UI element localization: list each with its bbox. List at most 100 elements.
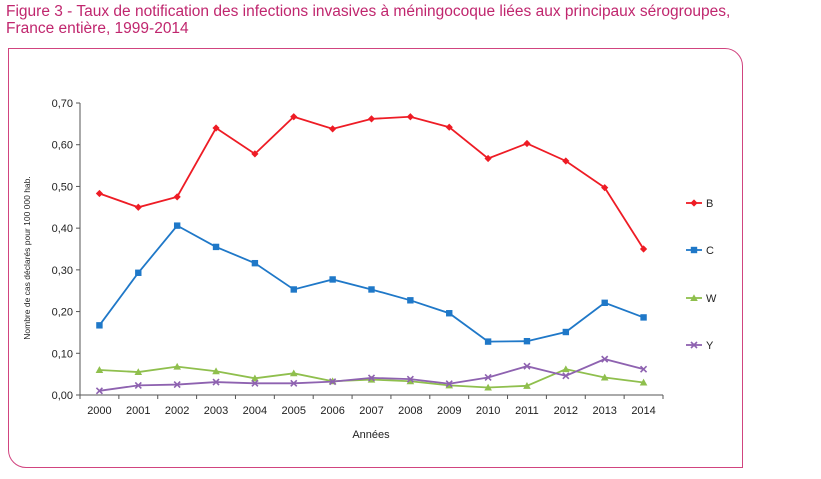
x-tick-label: 2008: [398, 405, 422, 417]
x-tick-label: 2012: [554, 405, 578, 417]
series-y-point: [640, 365, 648, 373]
series-b-point: [639, 245, 648, 253]
x-tick-label: 2006: [320, 405, 344, 417]
series-b-point: [406, 113, 414, 121]
series-y-point: [212, 378, 220, 386]
series-b-line: [99, 115, 645, 250]
y-tick-label: 0,60: [52, 140, 73, 152]
series-c-point: [562, 328, 570, 336]
legend-label-y: Y: [706, 340, 714, 352]
series-w-point: [289, 369, 298, 377]
x-axis-ticks: 2000 2001 2002 2003 2004 2005 2006 2007 2008 2009…: [79, 395, 664, 417]
series-b-point: [484, 154, 492, 163]
figure-title: Figure 3 - Taux de notification des infe…: [6, 3, 818, 37]
series-c-point: [523, 337, 531, 345]
y-tick-label: 0,20: [52, 307, 73, 319]
legend-item-w: W: [686, 293, 717, 305]
legend-item-y: Y: [686, 340, 714, 352]
series-c-point: [640, 314, 647, 321]
series-b-point: [562, 157, 570, 165]
legend-label-b: B: [706, 198, 713, 210]
y-tick-label: 0,00: [52, 390, 73, 402]
series-b-point: [251, 150, 259, 158]
legend: B C W Y: [686, 198, 717, 352]
series-b-point: [445, 123, 453, 131]
series-b-point: [601, 184, 609, 192]
series-c-point: [96, 322, 103, 329]
y-tick-label: 0,10: [52, 348, 73, 360]
x-tick-label: 2004: [243, 405, 267, 417]
series-b-point: [95, 189, 104, 198]
series-y-point: [290, 379, 298, 387]
legend-marker-c: [690, 246, 698, 254]
series-b-point: [212, 124, 220, 132]
series-group: [95, 113, 648, 395]
series-y-point: [367, 374, 376, 382]
series-y-point: [562, 372, 570, 380]
y-axis-label: Nombre de cas déclarés pour 100 000 hab.: [22, 176, 32, 340]
x-tick-label: 2010: [476, 405, 500, 417]
y-tick-label: 0,40: [52, 223, 73, 235]
y-tick-label: 0,30: [52, 265, 73, 277]
legend-item-c: C: [686, 245, 714, 257]
legend-marker-b: [690, 199, 698, 207]
x-tick-label: 2002: [165, 405, 189, 417]
x-tick-label: 2011: [515, 405, 539, 417]
series-y-point: [251, 379, 259, 387]
series-y-point: [173, 381, 181, 389]
series-w-point: [523, 382, 531, 389]
legend-label-w: W: [706, 293, 717, 305]
series-y-point: [406, 375, 414, 383]
series-y-point: [329, 378, 337, 386]
series-c-point: [601, 299, 608, 307]
series-y-point: [523, 362, 531, 370]
legend-marker-w: [690, 294, 698, 301]
figure-title-line-2: France entière, 1999-2014: [6, 20, 189, 37]
series-w-point: [173, 362, 181, 370]
series-w-point: [251, 374, 259, 382]
series-w-point: [562, 365, 570, 373]
series-b-point: [329, 125, 337, 133]
series-b-point: [134, 203, 142, 211]
y-tick-label: 0,70: [52, 98, 73, 110]
series-w-point: [639, 378, 648, 386]
x-tick-label: 2013: [592, 405, 616, 417]
x-tick-label: 2009: [437, 405, 461, 417]
figure-title-line-1: Figure 3 - Taux de notification des infe…: [6, 3, 731, 20]
series-w-point: [95, 366, 104, 373]
series-c-point: [290, 286, 297, 293]
series-w-point: [484, 383, 492, 391]
series-b-point: [290, 113, 298, 121]
x-tick-label: 2001: [126, 405, 150, 417]
series-c: [96, 222, 647, 345]
series-w-point: [212, 367, 220, 375]
series-y-point: [95, 387, 103, 395]
x-axis-label: Années: [352, 429, 390, 441]
series-w-point: [600, 373, 609, 381]
series-y-point: [445, 380, 453, 388]
y-axis-ticks: 0,00 0,10 0,20 0,30 0,40 0,50 0,60 0,70: [52, 98, 80, 402]
series-c-point: [212, 243, 220, 251]
y-tick-label: 0,50: [52, 181, 73, 193]
series-c-point: [484, 338, 492, 345]
x-tick-label: 2003: [204, 405, 228, 417]
x-tick-label: 2014: [631, 405, 655, 417]
series-c-point: [173, 222, 181, 229]
legend-item-b: B: [686, 198, 713, 210]
series-y: [95, 355, 648, 395]
series-c-point: [251, 259, 259, 267]
series-w-point: [134, 368, 143, 376]
series-c-point: [368, 286, 375, 293]
series-y-line: [99, 358, 644, 392]
series-y-point: [601, 355, 609, 363]
chart-frame: [8, 48, 743, 468]
series-b-point: [367, 115, 376, 123]
series-c-point: [446, 310, 453, 317]
legend-label-c: C: [706, 245, 714, 257]
x-tick-label: 2007: [359, 405, 383, 417]
series-c-line: [98, 224, 644, 343]
series-b: [95, 113, 648, 253]
series-b-point: [523, 139, 531, 148]
legend-marker-y: [690, 341, 698, 349]
